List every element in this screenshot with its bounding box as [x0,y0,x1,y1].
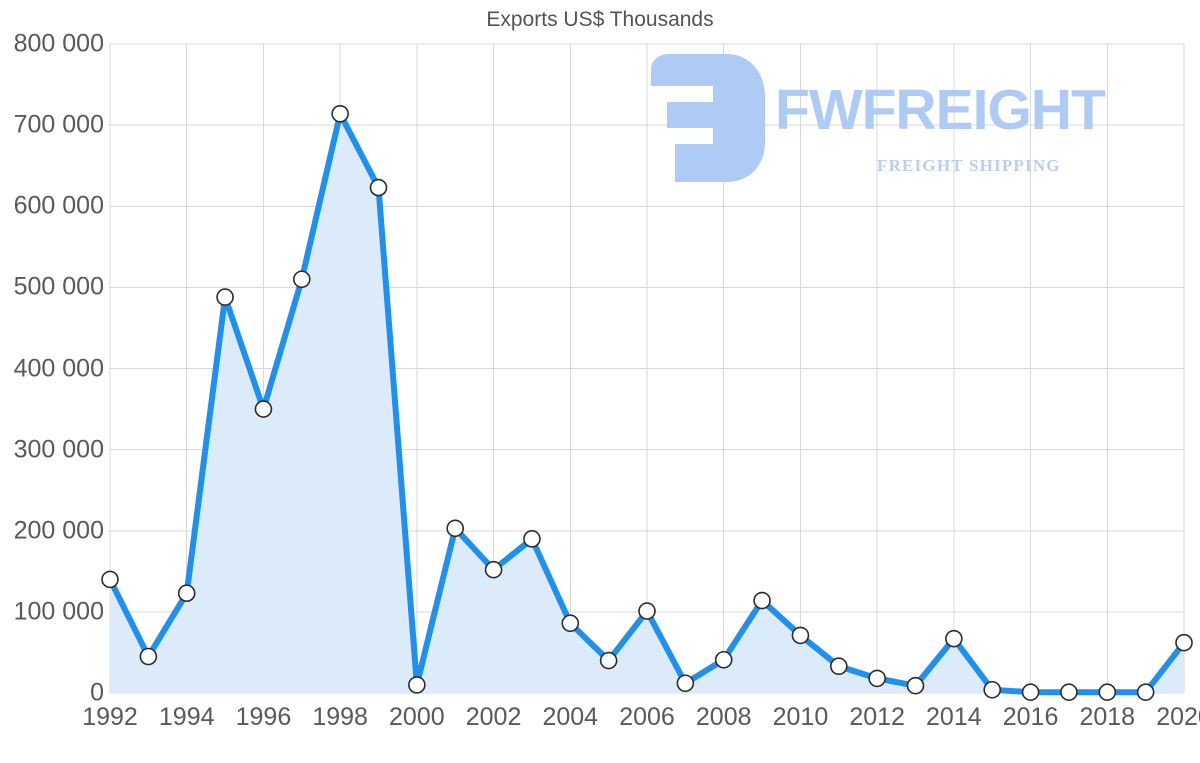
data-point-marker [523,530,541,548]
data-point-marker [791,626,810,645]
data-point-marker [1136,683,1155,701]
data-point-marker [408,676,426,694]
y-axis-tick-label: 800 000 [13,29,104,58]
data-point-marker [101,570,119,589]
x-axis-tick-label: 2014 [926,703,982,731]
data-point-marker [676,674,695,693]
data-point-marker [1060,683,1078,701]
data-point-marker [753,591,771,610]
data-point-marker [945,629,963,648]
data-point-marker [599,651,618,670]
data-point-marker [1098,683,1117,701]
data-point-marker [484,560,503,579]
data-point-marker [292,270,311,289]
data-point-marker [906,676,925,695]
y-axis-tick-label: 0 [90,678,104,707]
y-axis-tick-label: 200 000 [13,516,104,545]
data-point-markers [101,104,1193,701]
x-axis-tick-label: 2000 [389,703,445,731]
x-axis-tick-label: 2008 [695,703,752,731]
x-axis-tick-label: 2016 [1002,703,1059,731]
chart-title: Exports US$ Thousands [486,8,714,31]
y-axis-tick-label: 100 000 [13,597,104,626]
data-point-marker [216,288,234,306]
data-point-marker [254,400,273,418]
x-axis-tick-label: 2012 [849,703,905,731]
x-axis-tick-label: 1994 [158,703,215,731]
data-point-marker [177,584,196,603]
x-axis-tick-label: 2010 [772,703,829,731]
data-point-marker [714,650,733,669]
data-point-marker [446,519,465,538]
data-point-marker [1021,683,1040,701]
y-axis-tick-label: 600 000 [13,191,104,220]
data-point-marker [868,669,886,688]
y-axis-tick-label: 300 000 [13,435,104,464]
x-axis-tick-label: 2006 [619,703,675,731]
data-point-marker [139,647,158,666]
data-point-marker [1175,633,1193,652]
data-point-marker [331,104,349,123]
y-axis-tick-label: 700 000 [13,110,104,139]
x-axis-tick-label: 1998 [312,703,368,731]
x-axis-tick-label: 2004 [542,703,599,731]
x-axis-tick-label: 1992 [82,703,138,731]
area-fill [110,113,1184,693]
x-axis-tick-label: 1996 [235,703,292,731]
data-point-marker [983,680,1002,699]
data-point-marker [638,602,656,620]
x-axis-tick-label: 2020 [1156,703,1200,731]
data-point-marker [561,614,580,633]
y-axis-tick-labels: 0 100 000 200 000 300 000 400 000 500 000 600 … [0,0,104,763]
y-axis-tick-label: 500 000 [13,272,104,301]
x-axis-tick-label: 2002 [465,703,522,731]
data-point-marker [369,178,388,197]
y-axis-tick-label: 400 000 [13,354,104,382]
x-axis-tick-label: 2018 [1079,703,1136,731]
data-point-marker [829,657,848,676]
